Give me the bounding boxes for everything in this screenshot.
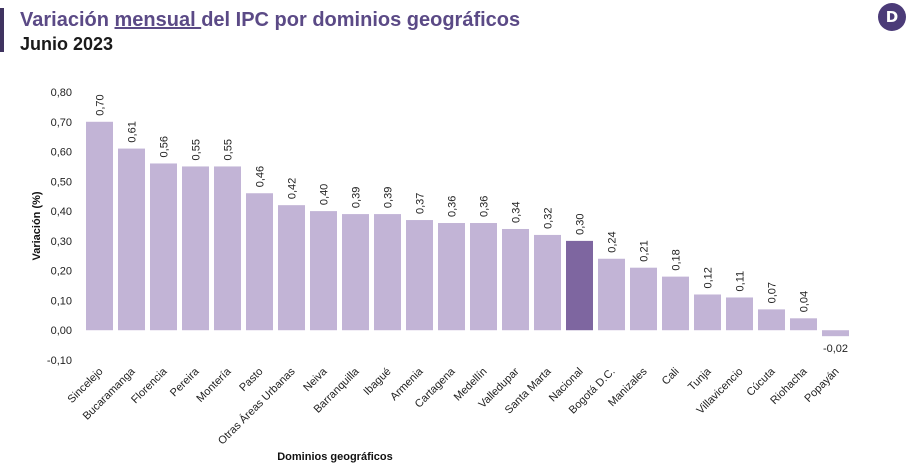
- x-axis-label: Dominios geográficos: [277, 451, 393, 463]
- bar: [822, 330, 849, 337]
- bar: [406, 220, 433, 331]
- bar: [726, 297, 753, 331]
- data-label: -0,02: [823, 343, 848, 355]
- bar: [790, 318, 817, 331]
- data-label: 0,40: [319, 184, 331, 205]
- x-tick-label: Neiva: [301, 365, 330, 394]
- data-label: 0,42: [287, 178, 299, 199]
- bar: [374, 214, 401, 331]
- data-label: 0,07: [767, 282, 779, 303]
- bar: [150, 163, 177, 331]
- x-tick-label: Pasto: [237, 366, 265, 394]
- data-label: 0,36: [479, 196, 491, 217]
- y-tick-label: -0,10: [47, 355, 72, 367]
- y-axis-label: Variación (%): [31, 191, 43, 260]
- title-part-3: del IPC por dominios geográficos: [201, 9, 521, 31]
- data-label: 0,24: [607, 231, 619, 252]
- chart-title: Variación mensual del IPC por dominios g…: [20, 9, 520, 32]
- x-tick-label: Cali: [660, 366, 682, 388]
- bar: [630, 267, 657, 331]
- bar: [470, 223, 497, 331]
- bar: [342, 214, 369, 331]
- y-tick-label: 0,60: [51, 147, 72, 159]
- bar: [182, 166, 209, 331]
- bar: [310, 211, 337, 331]
- chart-subtitle: Junio 2023: [20, 34, 114, 54]
- data-label: 0,12: [703, 267, 715, 288]
- y-tick-label: 0,00: [51, 325, 72, 337]
- bar: [758, 309, 785, 331]
- data-label: 0,30: [575, 213, 587, 234]
- y-tick-label: 0,70: [51, 117, 72, 129]
- data-label: 0,21: [639, 240, 651, 261]
- data-label: 0,37: [415, 193, 427, 214]
- bar: [118, 148, 145, 331]
- title-accent-bar: [0, 8, 4, 52]
- brand-logo-icon: D: [878, 3, 906, 31]
- data-label: 0,46: [255, 166, 267, 187]
- bar: [598, 258, 625, 331]
- bar: [438, 223, 465, 331]
- data-label: 0,32: [543, 208, 555, 229]
- data-label: 0,34: [511, 202, 523, 223]
- bar: [278, 205, 305, 331]
- data-label: 0,11: [735, 271, 747, 292]
- bar: [566, 240, 593, 331]
- x-tick-label: Tunja: [686, 365, 714, 393]
- data-label: 0,36: [447, 196, 459, 217]
- data-label: 0,55: [191, 139, 203, 160]
- data-label: 0,55: [223, 139, 235, 160]
- y-tick-label: 0,80: [51, 87, 72, 99]
- bar: [246, 193, 273, 331]
- data-label: 0,70: [95, 94, 107, 115]
- title-part-2: mensual: [114, 9, 202, 31]
- x-tick-label: Florencia: [129, 365, 170, 406]
- x-tick-label: Montería: [194, 365, 234, 405]
- bar: [502, 228, 529, 331]
- bar: [662, 276, 689, 331]
- bar: [534, 234, 561, 331]
- bar: [214, 166, 241, 331]
- y-tick-label: 0,30: [51, 236, 72, 248]
- y-tick-label: 0,20: [51, 266, 72, 278]
- bar: [694, 294, 721, 331]
- data-label: 0,56: [159, 136, 171, 157]
- data-label: 0,39: [351, 187, 363, 208]
- x-tick-label: Popayán: [802, 366, 841, 405]
- y-tick-label: 0,40: [51, 206, 72, 218]
- bar: [86, 121, 113, 331]
- data-label: 0,18: [671, 249, 683, 270]
- title-part-1: Variación: [20, 9, 115, 31]
- data-label: 0,39: [383, 187, 395, 208]
- data-label: 0,04: [799, 291, 811, 312]
- y-tick-label: 0,50: [51, 176, 72, 188]
- data-label: 0,61: [127, 121, 139, 142]
- y-tick-label: 0,10: [51, 295, 72, 307]
